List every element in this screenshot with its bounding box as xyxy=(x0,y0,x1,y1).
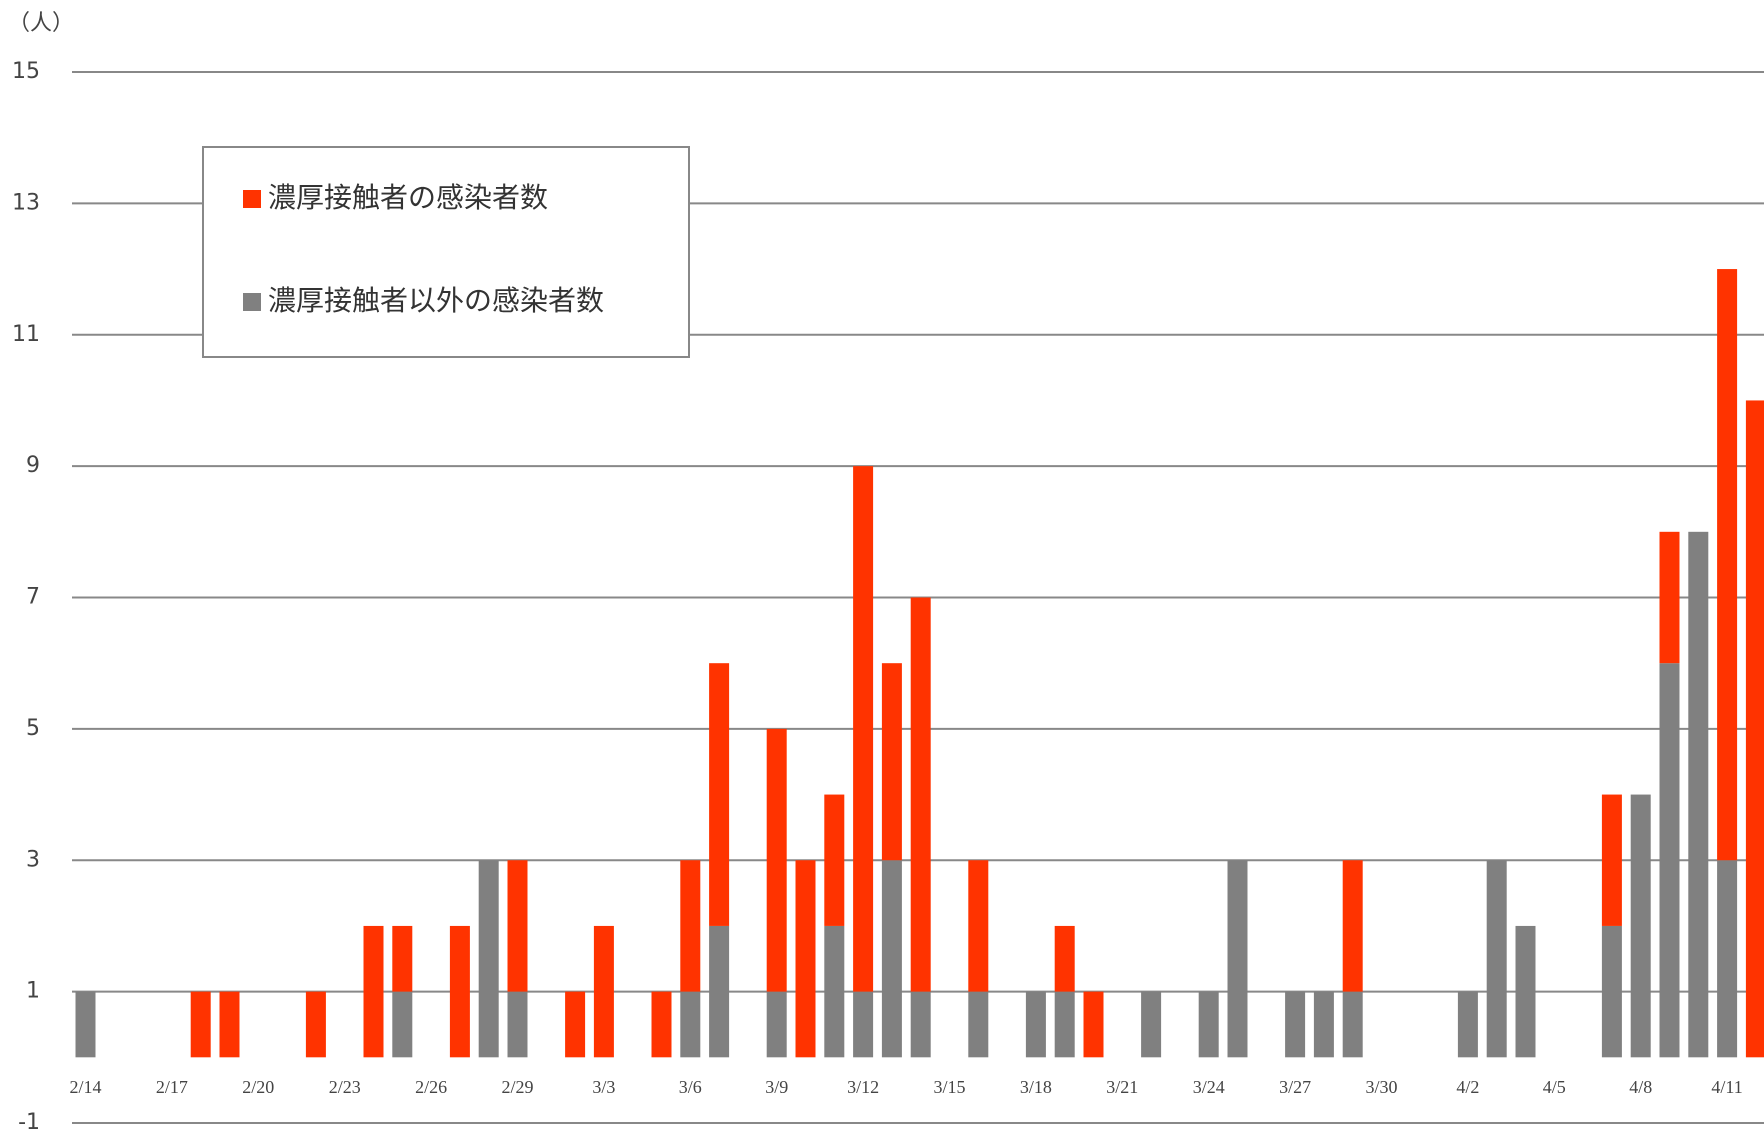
x-tick-label: 3/9 xyxy=(765,1077,788,1097)
bar-segment xyxy=(1659,531,1680,664)
x-tick-label: 3/3 xyxy=(592,1077,615,1097)
bar-segment xyxy=(507,860,528,992)
bar-segment xyxy=(853,466,874,992)
bar-segment xyxy=(593,925,614,1058)
bar-segment xyxy=(1515,925,1536,1058)
bars: 2/14 2/17 2/20 2/23 2/26 2/29 3/3 3/6 3/9 3/12 3/1… xyxy=(69,269,1764,1097)
bar-segment xyxy=(881,663,902,861)
x-tick-label: 3/27 xyxy=(1279,1077,1311,1097)
x-tick-label: 4/11 xyxy=(1711,1077,1742,1097)
bar-segment xyxy=(795,860,816,1058)
bar-segment xyxy=(824,925,845,1058)
bar-segment xyxy=(392,925,413,992)
bar-segment xyxy=(1025,991,1046,1058)
bar-segment xyxy=(1083,991,1104,1058)
x-tick-label: 4/5 xyxy=(1543,1077,1566,1097)
bar-segment xyxy=(1457,991,1478,1058)
y-tick-label: 13 xyxy=(12,190,40,215)
x-tick-label: 2/29 xyxy=(501,1077,533,1097)
bar-segment xyxy=(1141,991,1162,1058)
bar-segment xyxy=(305,991,326,1058)
bar-segment xyxy=(1717,269,1738,861)
x-tick-label: 2/17 xyxy=(156,1077,188,1097)
bar-segment xyxy=(1486,860,1507,1058)
bar-segment xyxy=(1054,925,1075,992)
x-tick-label: 3/12 xyxy=(847,1077,879,1097)
bar-segment xyxy=(1688,531,1709,1058)
y-tick-label: -1 xyxy=(18,1110,40,1134)
bar-segment xyxy=(1227,860,1248,1058)
y-axis-label: （人） xyxy=(8,11,74,36)
bar-segment xyxy=(1285,991,1306,1058)
bar-segment xyxy=(766,991,787,1058)
bar-segment xyxy=(680,991,701,1058)
bar-segment xyxy=(968,991,989,1058)
bar-segment xyxy=(680,860,701,992)
bar-segment xyxy=(1630,794,1651,1058)
bar-segment xyxy=(478,860,499,1058)
x-tick-label: 3/24 xyxy=(1193,1077,1225,1097)
x-tick-label: 2/14 xyxy=(69,1077,101,1097)
bar-segment xyxy=(1659,663,1680,1058)
bar-segment xyxy=(1198,991,1219,1058)
bar-segment xyxy=(853,991,874,1058)
bar-segment xyxy=(1601,794,1622,926)
bar-segment xyxy=(565,991,586,1058)
x-tick-label: 2/20 xyxy=(242,1077,274,1097)
x-tick-label: 4/8 xyxy=(1629,1077,1652,1097)
bar-segment xyxy=(1601,925,1622,1058)
y-tick-label: 7 xyxy=(26,585,40,610)
bar-segment xyxy=(1745,400,1764,1058)
x-tick-label: 3/18 xyxy=(1020,1077,1052,1097)
legend-swatch xyxy=(243,190,261,208)
bar-segment xyxy=(363,925,384,1058)
legend-label: 濃厚接触者以外の感染者数 xyxy=(268,284,604,317)
x-tick-label: 3/6 xyxy=(679,1077,702,1097)
bar-segment xyxy=(1313,991,1334,1058)
bar-segment xyxy=(709,663,730,926)
x-tick-label: 2/26 xyxy=(415,1077,447,1097)
y-tick-label: 5 xyxy=(26,716,40,741)
y-tick-label: 15 xyxy=(12,59,40,84)
bar-segment xyxy=(651,991,672,1058)
legend-swatch xyxy=(243,293,261,311)
legend-label: 濃厚接触者の感染者数 xyxy=(268,181,548,214)
bar-segment xyxy=(75,991,96,1058)
bar-segment xyxy=(709,925,730,1058)
y-tick-label: 3 xyxy=(26,847,40,872)
legend-box xyxy=(202,146,690,358)
bar-segment xyxy=(1717,860,1738,1058)
bar-segment xyxy=(1342,860,1363,992)
x-tick-label: 2/23 xyxy=(329,1077,361,1097)
bar-segment xyxy=(507,991,528,1058)
y-tick-label: 11 xyxy=(12,322,40,347)
x-tick-label: 4/2 xyxy=(1456,1077,1479,1097)
x-tick-label: 3/15 xyxy=(933,1077,965,1097)
y-tick-label: 1 xyxy=(26,979,40,1004)
bar-segment xyxy=(910,597,931,992)
y-tick-label: 9 xyxy=(26,453,40,478)
bar-segment xyxy=(219,991,240,1058)
bar-segment xyxy=(824,794,845,926)
bar-segment xyxy=(190,991,211,1058)
bar-segment xyxy=(968,860,989,992)
x-tick-label: 3/30 xyxy=(1365,1077,1397,1097)
x-tick-label: 3/21 xyxy=(1106,1077,1138,1097)
bar-segment xyxy=(881,860,902,1058)
bar-segment xyxy=(1342,991,1363,1058)
bar-segment xyxy=(1054,991,1075,1058)
bar-segment xyxy=(392,991,413,1058)
bar-segment xyxy=(449,925,470,1058)
bar-segment xyxy=(766,728,787,992)
bar-segment xyxy=(910,991,931,1058)
